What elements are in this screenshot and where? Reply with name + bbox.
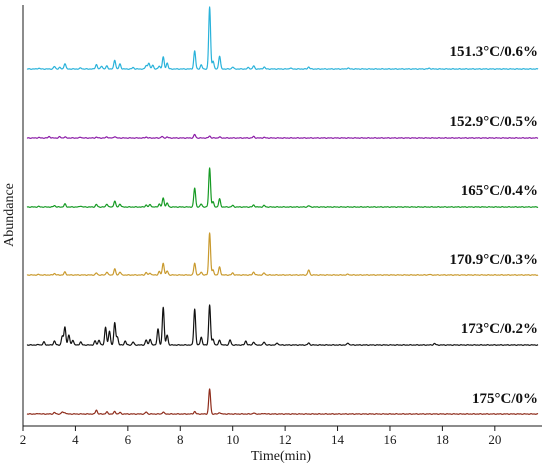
- trace-line-1: [26, 6, 539, 70]
- trace-line-3: [26, 167, 539, 208]
- axes-layer: 2 4 6 8 10 12 14 16 18 20: [20, 5, 542, 447]
- x-tick-label-18: 18: [436, 432, 449, 447]
- x-tick-label-20: 20: [488, 432, 501, 447]
- x-tick-label-2: 2: [20, 432, 27, 447]
- x-tick-label-12: 12: [279, 432, 292, 447]
- trace-labels-layer: 151.3°C/0.6% 152.9°C/0.5% 165°C/0.4% 170.9°…: [450, 44, 539, 407]
- trace-label-4: 170.9°C/0.3%: [450, 252, 539, 268]
- trace-label-2: 152.9°C/0.5%: [450, 114, 539, 130]
- x-axis-title: Time(min): [251, 449, 311, 464]
- trace-line-5: [26, 304, 539, 346]
- traces-layer: [26, 6, 539, 415]
- x-tick-label-8: 8: [177, 432, 184, 447]
- x-tick-label-4: 4: [72, 432, 79, 447]
- x-tick-label-10: 10: [226, 432, 239, 447]
- trace-label-3: 165°C/0.4%: [461, 183, 538, 199]
- y-axis-title: Abundance: [2, 183, 17, 247]
- x-tick-label-16: 16: [383, 432, 397, 447]
- x-tick-label-14: 14: [331, 432, 345, 447]
- trace-label-1: 151.3°C/0.6%: [450, 44, 539, 60]
- x-tick-label-6: 6: [125, 432, 132, 447]
- trace-label-5: 173°C/0.2%: [461, 321, 538, 337]
- trace-label-6: 175°C/0%: [472, 391, 538, 407]
- trace-line-6: [26, 388, 539, 415]
- trace-line-4: [26, 232, 539, 276]
- trace-line-2: [26, 133, 539, 139]
